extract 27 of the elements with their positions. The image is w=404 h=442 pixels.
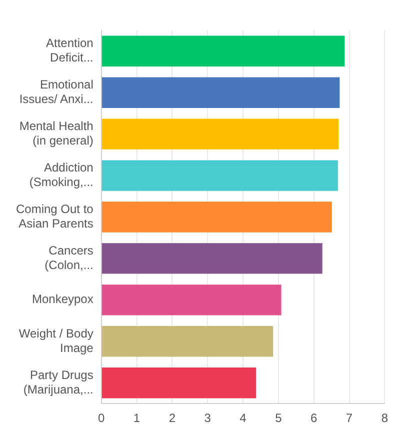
bar: [102, 368, 256, 398]
y-tick-label: Coming Out to Asian Parents: [16, 202, 94, 231]
y-tick-label: Party Drugs (Marijuana,...: [23, 368, 94, 396]
y-tick-label: Addiction (Smoking,...: [29, 160, 94, 190]
y-tick-label: Mental Health (in general): [19, 119, 94, 148]
x-tick-label: 6: [310, 411, 318, 426]
y-tick-label: Monkeypox: [32, 292, 94, 306]
x-tick-label: 8: [381, 411, 388, 426]
x-tick-label: 5: [275, 411, 282, 426]
bar: [102, 160, 338, 191]
bar: [102, 326, 274, 357]
y-tick-label: Weight / Body Image: [18, 326, 94, 355]
y-tick-label: Cancers (Colon,...: [44, 244, 94, 272]
bar: [102, 36, 345, 66]
x-tick-label: 2: [168, 411, 176, 426]
bar: [102, 202, 332, 232]
x-tick-label: 1: [133, 411, 140, 426]
bar: [102, 284, 282, 316]
bar: [102, 243, 322, 274]
bar: [102, 77, 340, 108]
x-tick-label: 0: [98, 411, 106, 426]
bar: [102, 118, 339, 150]
y-tick-label: Attention Deficit...: [46, 36, 94, 65]
y-tick-label: Emotional Issues/ Anxi...: [19, 78, 94, 106]
x-tick-label: 3: [204, 411, 212, 426]
x-tick-label: 4: [240, 411, 247, 426]
x-tick-label: 7: [346, 411, 353, 426]
